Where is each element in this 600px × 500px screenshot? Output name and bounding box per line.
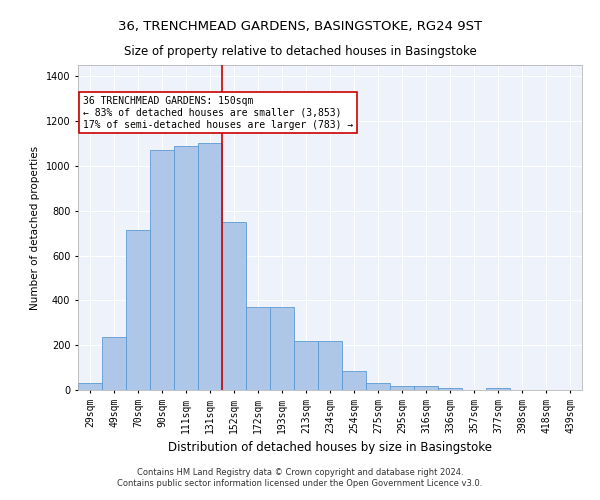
Bar (486, 388, 510, 390)
Text: 36, TRENCHMEAD GARDENS, BASINGSTOKE, RG24 9ST: 36, TRENCHMEAD GARDENS, BASINGSTOKE, RG2… (118, 20, 482, 33)
Bar (390, 386, 414, 390)
Y-axis label: Number of detached properties: Number of detached properties (30, 146, 40, 310)
Bar (366, 384, 390, 390)
Bar (438, 388, 462, 390)
Bar (150, 150, 174, 390)
Bar (126, 230, 150, 390)
Bar (174, 146, 198, 390)
Bar (246, 307, 270, 390)
Bar (342, 371, 366, 390)
Bar (294, 340, 318, 390)
Bar (318, 340, 342, 390)
Text: Size of property relative to detached houses in Basingstoke: Size of property relative to detached ho… (124, 45, 476, 58)
Bar (102, 338, 126, 390)
Text: 36 TRENCHMEAD GARDENS: 150sqm
← 83% of detached houses are smaller (3,853)
17% o: 36 TRENCHMEAD GARDENS: 150sqm ← 83% of d… (83, 96, 353, 130)
Bar (414, 386, 438, 390)
Bar (270, 307, 294, 390)
Bar (78, 384, 102, 390)
X-axis label: Distribution of detached houses by size in Basingstoke: Distribution of detached houses by size … (168, 441, 492, 454)
Bar (198, 144, 222, 390)
Text: Contains HM Land Registry data © Crown copyright and database right 2024.
Contai: Contains HM Land Registry data © Crown c… (118, 468, 482, 487)
Bar (222, 222, 246, 390)
